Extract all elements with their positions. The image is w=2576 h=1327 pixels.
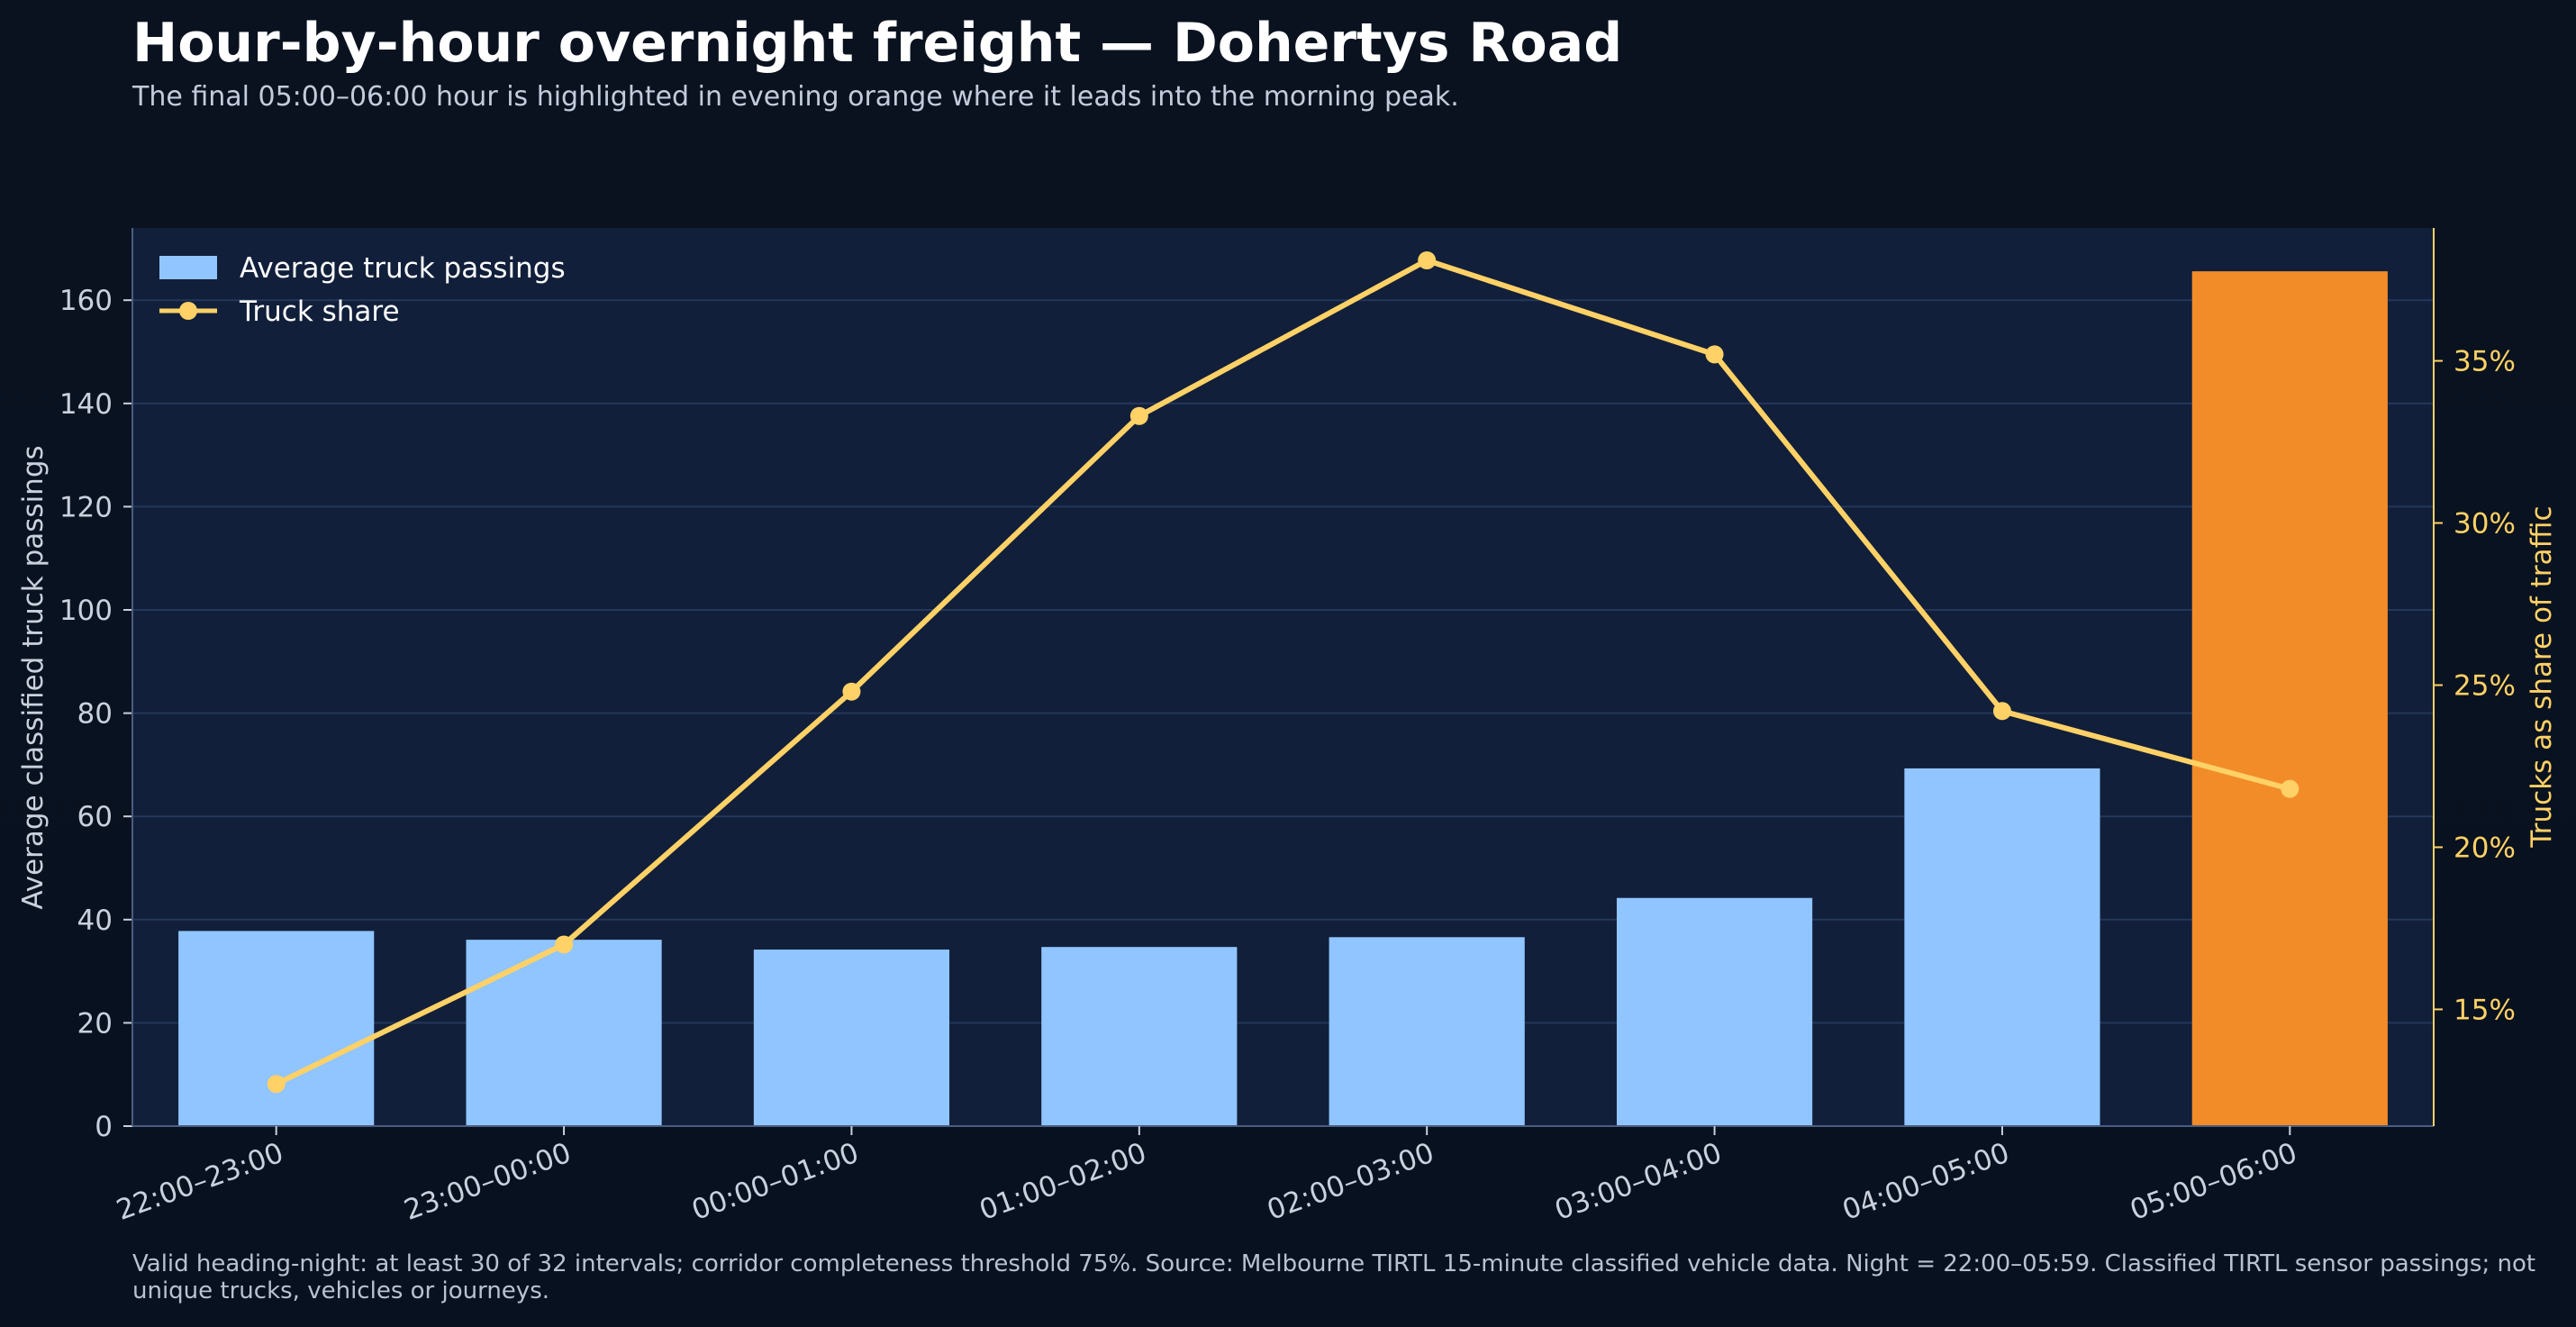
y-axis-label-right: Trucks as share of traffic <box>2526 505 2558 848</box>
y-tick-label: 140 <box>59 388 113 421</box>
bar <box>1616 897 1813 1126</box>
truck-share-point <box>1418 250 1437 269</box>
x-tick-label: 22:00–23:00 <box>113 1137 288 1227</box>
y2-tick-label: 15% <box>2454 994 2516 1026</box>
x-tick-label: 04:00–05:00 <box>1838 1137 2014 1227</box>
chart-title: Hour-by-hour overnight freight — Doherty… <box>132 12 1623 75</box>
legend-label-line: Truck share <box>239 295 400 328</box>
y-tick-label: 80 <box>77 698 113 731</box>
y-tick-label: 0 <box>95 1111 113 1143</box>
bar-series <box>178 271 2388 1126</box>
chart-subtitle: The final 05:00–06:00 hour is highlighte… <box>132 81 1459 113</box>
truck-share-point <box>267 1075 286 1094</box>
x-tick-label: 00:00–01:00 <box>687 1137 863 1227</box>
legend-line-marker <box>179 302 197 320</box>
y2-tick-label: 20% <box>2454 832 2516 864</box>
bar-highlight <box>2191 271 2388 1126</box>
bar <box>466 940 662 1126</box>
y2-tick-label: 30% <box>2454 508 2516 541</box>
truck-share-point <box>1992 702 2011 721</box>
x-tick-label: 01:00–02:00 <box>975 1137 1151 1227</box>
x-tick-label: 02:00–03:00 <box>1263 1137 1438 1227</box>
truck-share-line <box>273 257 2293 1087</box>
y2-tick-label: 35% <box>2454 346 2516 378</box>
y-tick-label: 60 <box>77 801 113 833</box>
bar <box>753 950 950 1126</box>
legend: Average truck passings Truck share <box>159 252 566 328</box>
x-tick-label: 03:00–04:00 <box>1551 1137 1727 1227</box>
y2-tick-label: 25% <box>2454 669 2516 702</box>
truck-share-point <box>1705 345 1724 364</box>
y-axis-label-left: Average classified truck passings <box>17 445 50 909</box>
legend-bar-swatch <box>159 256 217 279</box>
x-tick-label: 23:00–00:00 <box>400 1137 576 1227</box>
footnote: Valid heading-night: at least 30 of 32 i… <box>132 1250 2536 1304</box>
bar <box>1904 768 2100 1126</box>
bar <box>1041 947 1238 1126</box>
y-tick-label: 100 <box>59 595 113 627</box>
y-tick-label: 20 <box>77 1007 113 1040</box>
truck-share-point <box>555 935 574 954</box>
y-tick-label: 40 <box>77 904 113 937</box>
legend-label-bars: Average truck passings <box>240 252 566 285</box>
truck-share-point <box>1129 406 1148 425</box>
line-series <box>267 250 2299 1094</box>
truck-share-point <box>2281 779 2299 798</box>
y-tick-label: 160 <box>59 285 113 317</box>
y-tick-label: 120 <box>59 491 113 523</box>
x-tick-label: 05:00–06:00 <box>2126 1137 2301 1227</box>
bar <box>178 931 375 1126</box>
truck-share-point <box>842 682 861 701</box>
bar <box>1329 937 1525 1126</box>
